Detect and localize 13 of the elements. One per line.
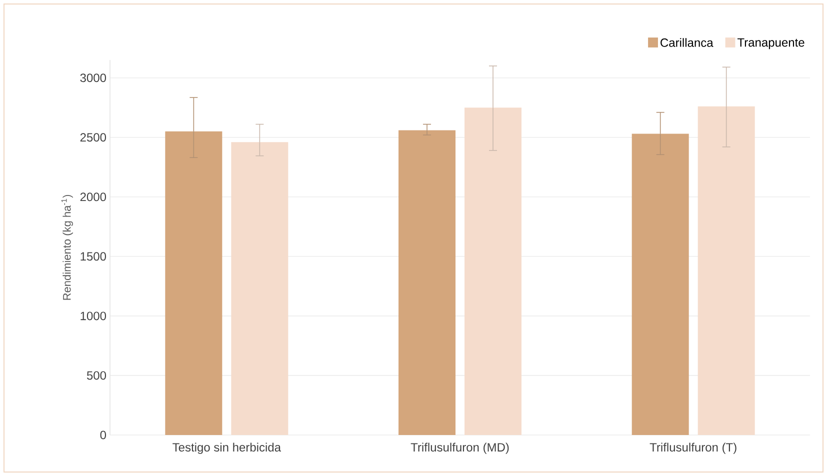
y-tick-label: 0 bbox=[100, 430, 106, 440]
x-tick-label: Triflusulfuron (MD) bbox=[410, 442, 509, 454]
y-tick-label: 2500 bbox=[80, 133, 106, 142]
x-tick-label: Testigo sin herbicida bbox=[172, 442, 282, 454]
y-tick-label: 2000 bbox=[80, 192, 106, 202]
legend-label: Tranapuente bbox=[737, 38, 804, 50]
y-tick-label: 1000 bbox=[80, 312, 106, 320]
legend-label: Carillanca bbox=[660, 38, 714, 47]
y-tick-label: 3000 bbox=[80, 74, 106, 82]
y-axis-title: Rendimiento (kg ha$^{-1}$) bbox=[61, 194, 73, 300]
y-tick-label: 500 bbox=[86, 371, 106, 380]
x-tick-label: Triflusulfuron (T) bbox=[650, 442, 736, 454]
y-tick-label: 1500 bbox=[80, 252, 106, 261]
